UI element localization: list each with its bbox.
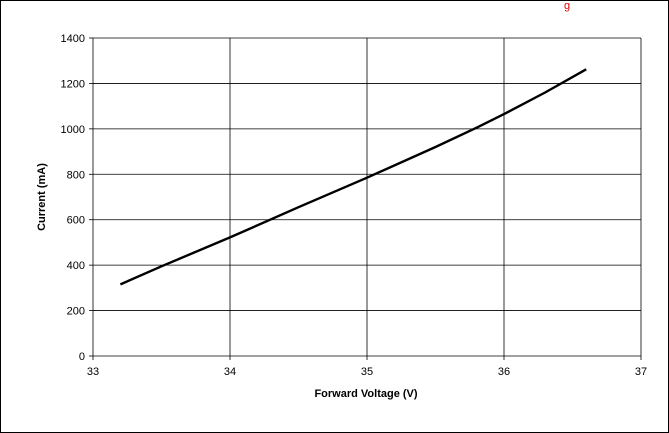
- series-line: [119, 68, 587, 286]
- y-tick-label: 1000: [61, 124, 85, 136]
- y-axis-title: Current (mA): [36, 163, 48, 231]
- x-tick-label: 34: [224, 366, 236, 378]
- y-tick-label: 0: [79, 351, 85, 363]
- series-layer: [119, 68, 587, 286]
- x-tick-label: 35: [361, 366, 373, 378]
- y-tick-label: 1200: [61, 78, 85, 90]
- y-tick-label: 200: [67, 306, 85, 318]
- y-tick-label: 800: [67, 169, 85, 181]
- gridlines: [89, 37, 642, 360]
- y-tick-label: 600: [67, 215, 85, 227]
- x-tick-label: 33: [87, 366, 99, 378]
- x-tick-label: 36: [498, 366, 510, 378]
- x-axis-title: Forward Voltage (V): [314, 388, 417, 400]
- y-tick-label: 1400: [61, 33, 85, 45]
- chart-top-text: g: [564, 1, 570, 12]
- y-tick-label: 400: [67, 260, 85, 272]
- tick-labels: 0 200 400 600 800 1000 1200 1400 33 34 35 36 37: [61, 33, 648, 378]
- x-tick-label: 37: [635, 366, 647, 378]
